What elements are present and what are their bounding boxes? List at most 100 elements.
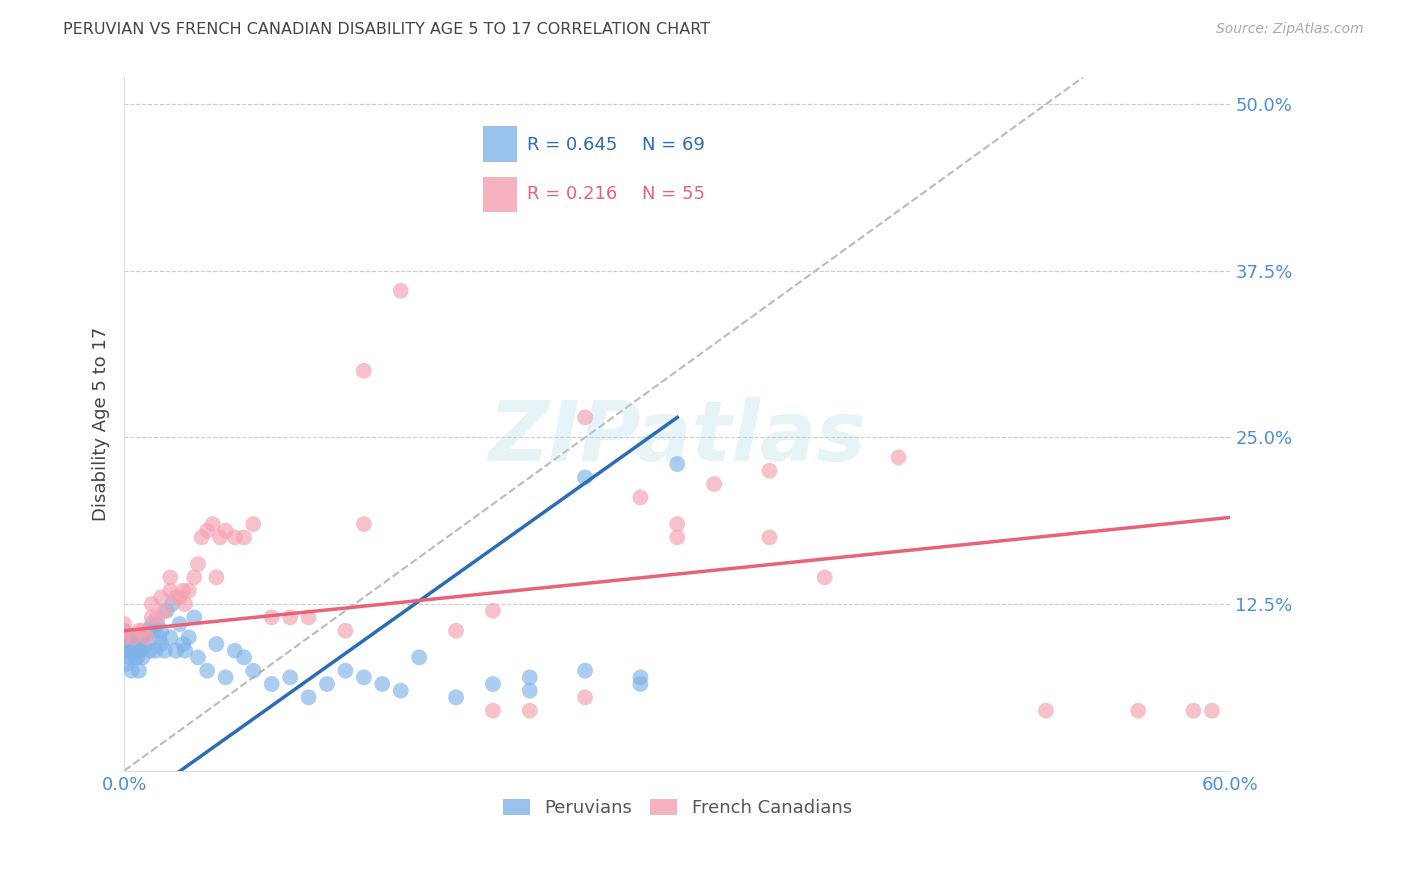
Point <box>666 457 689 471</box>
Point <box>141 597 163 611</box>
Point <box>135 631 157 645</box>
Point <box>142 624 165 638</box>
Point <box>136 624 159 638</box>
Point <box>482 604 505 618</box>
Point <box>148 631 170 645</box>
Point <box>112 637 135 651</box>
Point <box>146 617 169 632</box>
Point <box>887 450 910 465</box>
Point <box>139 643 162 657</box>
Point <box>666 517 689 532</box>
Point <box>297 690 319 705</box>
Point <box>316 677 339 691</box>
Point <box>233 650 256 665</box>
Point <box>159 570 181 584</box>
Point <box>242 517 264 532</box>
Point <box>146 610 169 624</box>
Point <box>482 704 505 718</box>
Point <box>209 530 232 544</box>
Point <box>195 524 218 538</box>
Point <box>214 670 236 684</box>
Point <box>1182 704 1205 718</box>
Text: PERUVIAN VS FRENCH CANADIAN DISABILITY AGE 5 TO 17 CORRELATION CHART: PERUVIAN VS FRENCH CANADIAN DISABILITY A… <box>63 22 710 37</box>
Point <box>224 643 246 657</box>
Point <box>408 650 430 665</box>
Point <box>242 664 264 678</box>
Point <box>389 284 412 298</box>
Point <box>150 637 173 651</box>
Point <box>124 637 146 651</box>
Point <box>131 624 153 638</box>
Point <box>159 631 181 645</box>
Point <box>153 604 176 618</box>
Point <box>127 650 149 665</box>
Point <box>160 597 183 611</box>
Point <box>353 517 375 532</box>
Point <box>703 477 725 491</box>
Point <box>122 631 145 645</box>
Point <box>131 650 153 665</box>
Point <box>122 631 145 645</box>
Point <box>628 491 651 505</box>
Point <box>666 530 689 544</box>
Point <box>574 664 596 678</box>
Point <box>205 570 228 584</box>
Point <box>131 631 153 645</box>
Point <box>758 530 780 544</box>
Point <box>814 570 837 584</box>
Point <box>519 683 541 698</box>
Point <box>353 364 375 378</box>
Legend: Peruvians, French Canadians: Peruvians, French Canadians <box>495 791 859 824</box>
Point <box>153 643 176 657</box>
Point <box>371 677 394 691</box>
Point <box>159 583 181 598</box>
Point <box>112 631 135 645</box>
Point <box>124 650 146 665</box>
Point <box>174 597 197 611</box>
Point <box>135 637 157 651</box>
Point <box>1128 704 1150 718</box>
Point <box>127 631 149 645</box>
Point <box>129 631 152 645</box>
Point <box>115 643 138 657</box>
Point <box>574 410 596 425</box>
Point <box>118 637 141 651</box>
Point <box>128 664 150 678</box>
Point <box>233 530 256 544</box>
Point <box>195 664 218 678</box>
Point <box>118 650 141 665</box>
Point <box>174 643 197 657</box>
Point <box>444 624 467 638</box>
Point <box>145 643 167 657</box>
Point <box>172 583 194 598</box>
Point <box>141 617 163 632</box>
Point <box>177 583 200 598</box>
Point <box>169 591 191 605</box>
Point <box>117 631 139 645</box>
Point <box>128 643 150 657</box>
Point <box>112 631 135 645</box>
Point <box>260 610 283 624</box>
Text: ZIPatlas: ZIPatlas <box>488 398 866 478</box>
Point <box>389 683 412 698</box>
Y-axis label: Disability Age 5 to 17: Disability Age 5 to 17 <box>93 327 110 521</box>
Point <box>150 591 173 605</box>
Point <box>444 690 467 705</box>
Point <box>183 570 205 584</box>
Point <box>205 637 228 651</box>
Point <box>519 670 541 684</box>
Point <box>628 670 651 684</box>
Point <box>187 557 209 571</box>
Point <box>128 624 150 638</box>
Point <box>183 610 205 624</box>
Point <box>224 530 246 544</box>
Point <box>758 464 780 478</box>
Point <box>121 643 143 657</box>
Point <box>112 624 135 638</box>
Point <box>1035 704 1057 718</box>
Point <box>278 670 301 684</box>
Point <box>156 604 179 618</box>
Point <box>112 643 135 657</box>
Point <box>574 470 596 484</box>
Point <box>112 617 135 632</box>
